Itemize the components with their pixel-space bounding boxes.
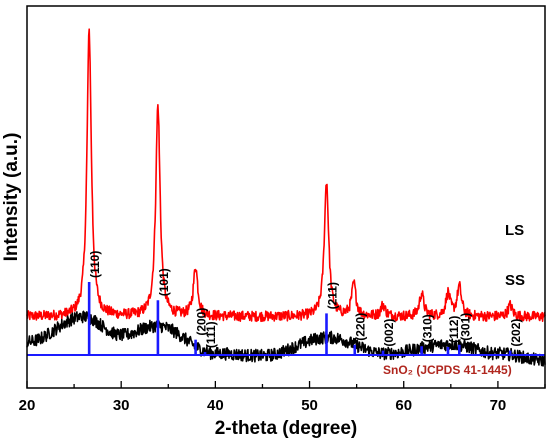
x-tick-label: 30	[113, 397, 130, 414]
peak-label-112: (112)	[447, 316, 461, 343]
peak-label-101: (101)	[157, 268, 171, 296]
peak-label-002: (002)	[382, 319, 396, 347]
peak-label-310: (310)	[421, 314, 435, 342]
label-layer: LS SS (110) (101) (200)(111) (211) (220) (002) (…	[1, 133, 525, 439]
series-line-ss	[26, 310, 546, 367]
series-label-ls: LS	[505, 222, 524, 239]
peak-label-211: (211)	[325, 282, 339, 309]
axes-layer	[26, 5, 546, 389]
peak-label-202: (202)	[509, 319, 523, 347]
plot-frame	[26, 5, 546, 389]
peak-label-220: (220)	[354, 313, 368, 341]
peak-label-110: (110)	[88, 251, 102, 278]
series-layer	[26, 28, 546, 367]
x-tick-label: 50	[301, 397, 318, 414]
series-line-ls	[26, 28, 546, 323]
peak-label-200: (200)	[195, 308, 209, 336]
x-axis-title: 2-theta (degree)	[215, 418, 358, 439]
peak-label-111: (111)	[204, 321, 218, 348]
x-tick-label: 60	[395, 397, 412, 414]
reference-layer	[27, 282, 545, 356]
reference-label: SnO₂ (JCPDS 41-1445)	[383, 363, 512, 377]
y-axis-title: Intensity (a.u.)	[1, 133, 22, 262]
x-tick-label: 40	[207, 397, 224, 414]
peak-label-301: (301)	[458, 313, 472, 341]
series-label-ss: SS	[505, 272, 525, 289]
x-tick-label: 70	[490, 397, 507, 414]
x-tick-label: 20	[19, 397, 36, 414]
